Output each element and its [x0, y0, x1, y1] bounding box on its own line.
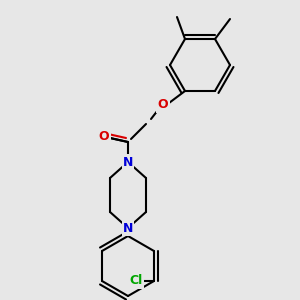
Text: O: O	[99, 130, 109, 142]
Text: N: N	[123, 155, 133, 169]
Text: Cl: Cl	[129, 274, 142, 287]
Text: N: N	[123, 221, 133, 235]
Text: O: O	[158, 98, 168, 112]
